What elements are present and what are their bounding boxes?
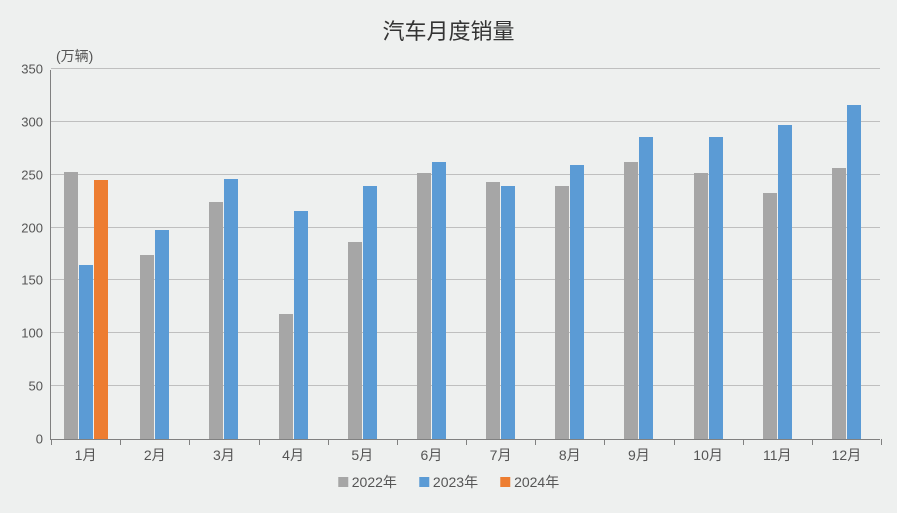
plot-area: 0501001502002503003501月2月3月4月5月6月7月8月9月1… — [50, 70, 880, 440]
y-tick-label: 350 — [21, 62, 43, 77]
bar — [763, 193, 777, 439]
x-tick-mark — [259, 439, 260, 445]
bar — [155, 230, 169, 439]
chart-title: 汽车月度销量 — [0, 14, 897, 46]
bar — [501, 186, 515, 439]
x-tick-mark — [881, 439, 882, 445]
y-tick-label: 0 — [36, 432, 43, 447]
legend-swatch — [500, 477, 510, 487]
gridline — [51, 385, 880, 386]
bar — [639, 137, 653, 439]
x-tick-mark — [51, 439, 52, 445]
legend-item: 2024年 — [500, 472, 559, 492]
x-tick-mark — [604, 439, 605, 445]
y-tick-label: 300 — [21, 114, 43, 129]
y-tick-label: 250 — [21, 167, 43, 182]
bar — [363, 186, 377, 439]
x-tick-label: 8月 — [559, 445, 581, 465]
bar — [64, 172, 78, 439]
y-tick-label: 150 — [21, 273, 43, 288]
x-tick-mark — [674, 439, 675, 445]
legend-label: 2023年 — [433, 472, 478, 492]
gridline — [51, 174, 880, 175]
bar — [432, 162, 446, 439]
legend-label: 2024年 — [514, 472, 559, 492]
x-tick-label: 10月 — [693, 445, 723, 465]
x-tick-label: 11月 — [763, 445, 792, 465]
x-tick-mark — [535, 439, 536, 445]
x-tick-mark — [812, 439, 813, 445]
bar — [555, 186, 569, 439]
x-tick-mark — [120, 439, 121, 445]
legend-item: 2022年 — [338, 472, 397, 492]
y-tick-label: 50 — [29, 379, 43, 394]
legend-swatch — [338, 477, 348, 487]
bar — [94, 180, 108, 439]
y-axis-unit-label: (万辆) — [56, 46, 93, 66]
y-tick-label: 200 — [21, 220, 43, 235]
x-tick-label: 12月 — [832, 445, 862, 465]
gridline — [51, 227, 880, 228]
bar — [279, 314, 293, 439]
x-tick-label: 1月 — [75, 445, 97, 465]
bar — [624, 162, 638, 439]
chart-container: 汽车月度销量 (万辆) 0501001502002503003501月2月3月4… — [0, 0, 897, 513]
bar — [847, 105, 861, 439]
bar — [832, 168, 846, 439]
bar — [79, 265, 93, 439]
gridline — [51, 68, 880, 69]
gridline — [51, 332, 880, 333]
bar — [140, 255, 154, 439]
y-tick-label: 100 — [21, 326, 43, 341]
x-tick-mark — [466, 439, 467, 445]
x-tick-label: 9月 — [628, 445, 650, 465]
gridline — [51, 121, 880, 122]
legend-swatch — [419, 477, 429, 487]
legend: 2022年 2023年 2024年 — [338, 472, 559, 492]
bar — [778, 125, 792, 439]
legend-label: 2022年 — [352, 472, 397, 492]
x-tick-label: 5月 — [351, 445, 373, 465]
x-tick-label: 7月 — [490, 445, 512, 465]
bar — [294, 211, 308, 439]
legend-item: 2023年 — [419, 472, 478, 492]
bar — [209, 202, 223, 439]
x-tick-mark — [397, 439, 398, 445]
bar — [709, 137, 723, 439]
x-tick-mark — [189, 439, 190, 445]
x-tick-label: 6月 — [421, 445, 443, 465]
bar — [348, 242, 362, 439]
x-tick-label: 4月 — [282, 445, 304, 465]
bar — [417, 173, 431, 439]
bar — [224, 179, 238, 439]
x-tick-mark — [743, 439, 744, 445]
x-tick-label: 2月 — [144, 445, 166, 465]
gridline — [51, 279, 880, 280]
x-tick-mark — [328, 439, 329, 445]
bar — [570, 165, 584, 439]
x-tick-label: 3月 — [213, 445, 235, 465]
bar — [694, 173, 708, 439]
bar — [486, 182, 500, 439]
